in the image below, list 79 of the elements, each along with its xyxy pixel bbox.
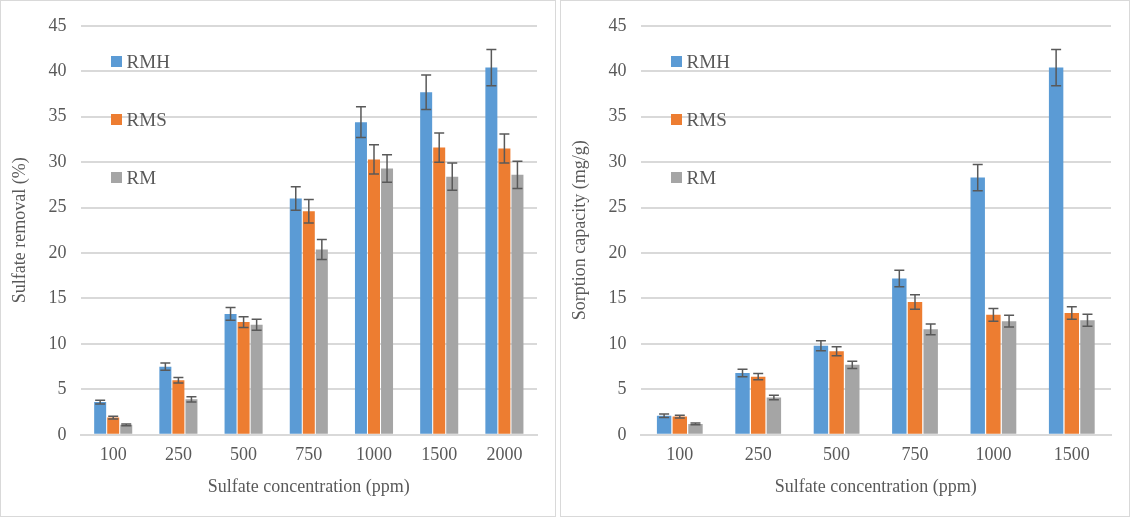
- y-tick-label: 5: [617, 378, 627, 399]
- legend-label: RMH: [126, 50, 170, 73]
- x-tick-label: 250: [744, 444, 772, 465]
- bar: [289, 198, 302, 434]
- bar: [94, 402, 107, 434]
- x-tick-label: 500: [823, 444, 851, 465]
- y-tick-label: 5: [57, 378, 67, 399]
- bar: [433, 147, 446, 434]
- y-tick-label: 35: [48, 105, 67, 126]
- bar: [1048, 67, 1064, 434]
- bar: [750, 376, 766, 434]
- y-tick-label: 10: [48, 332, 67, 353]
- bar: [354, 122, 367, 434]
- bar: [250, 324, 263, 434]
- y-tick-label: 45: [48, 14, 67, 35]
- bar: [224, 313, 237, 434]
- y-tick-label: 30: [608, 150, 627, 171]
- bar: [511, 174, 524, 434]
- x-tick-label: 1500: [421, 444, 458, 465]
- y-tick-label: 0: [617, 423, 627, 444]
- legend-label: RMS: [686, 108, 727, 131]
- bar: [237, 322, 250, 434]
- legend-label: RM: [126, 166, 157, 189]
- legend-label: RM: [686, 166, 717, 189]
- y-tick-label: 0: [57, 423, 67, 444]
- y-tick-label: 40: [48, 59, 67, 80]
- bar: [1080, 320, 1095, 434]
- y-tick-label: 25: [608, 196, 627, 217]
- bar: [656, 415, 672, 434]
- y-tick-label: 15: [48, 287, 67, 308]
- bar: [1001, 321, 1017, 434]
- bar: [420, 92, 433, 434]
- bar: [813, 345, 829, 434]
- bar: [159, 366, 172, 434]
- x-tick-label: 750: [295, 444, 323, 465]
- x-axis-title: Sulfate concentration (ppm): [207, 475, 410, 497]
- y-axis-title: Sorption capacity (mg/g): [568, 140, 590, 321]
- bar: [485, 67, 498, 434]
- x-axis-title: Sulfate concentration (ppm): [774, 475, 977, 497]
- legend-label: RMS: [126, 108, 167, 131]
- bar: [446, 176, 459, 434]
- x-tick-label: 1000: [975, 444, 1012, 465]
- x-tick-label: 250: [164, 444, 192, 465]
- bar: [986, 314, 1001, 434]
- legend-label: RMH: [686, 50, 730, 73]
- y-tick-label: 25: [48, 196, 67, 217]
- x-tick-label: 100: [99, 444, 127, 465]
- x-tick-label: 500: [230, 444, 258, 465]
- bar: [766, 397, 782, 434]
- bar: [172, 380, 185, 434]
- bar: [368, 159, 380, 434]
- bar: [892, 278, 907, 434]
- y-tick-label: 15: [608, 287, 627, 308]
- bar: [735, 373, 750, 434]
- bar: [120, 424, 133, 434]
- y-tick-label: 30: [48, 150, 67, 171]
- y-tick-label: 35: [608, 105, 627, 126]
- x-tick-label: 1000: [356, 444, 392, 465]
- bar: [829, 351, 844, 434]
- bar: [381, 168, 394, 434]
- bar: [185, 399, 198, 434]
- bar: [315, 249, 328, 434]
- y-tick-label: 20: [608, 241, 627, 262]
- y-tick-label: 20: [48, 241, 67, 262]
- x-tick-label: 100: [666, 444, 694, 465]
- bar: [302, 211, 315, 434]
- y-tick-label: 45: [608, 14, 627, 35]
- bar: [1064, 313, 1080, 434]
- y-tick-label: 10: [608, 332, 627, 353]
- y-axis-title: Sulfate removal (%): [8, 157, 30, 304]
- x-tick-label: 1500: [1053, 444, 1090, 465]
- bar: [923, 329, 938, 434]
- bar: [970, 177, 985, 434]
- x-tick-label: 2000: [486, 444, 523, 465]
- bar: [845, 364, 860, 434]
- bar: [907, 302, 923, 434]
- bar: [498, 148, 511, 434]
- y-tick-label: 40: [608, 59, 627, 80]
- x-tick-label: 750: [901, 444, 929, 465]
